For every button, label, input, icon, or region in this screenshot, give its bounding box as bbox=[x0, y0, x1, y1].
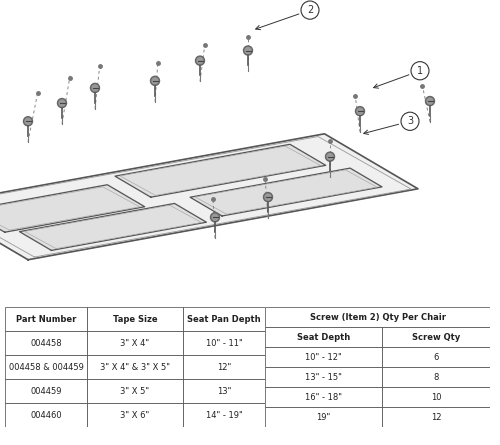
Bar bbox=[265, 327, 382, 347]
Circle shape bbox=[326, 152, 334, 161]
Circle shape bbox=[212, 214, 218, 220]
Bar bbox=[183, 307, 265, 331]
Bar bbox=[382, 407, 490, 427]
Text: 3" X 6": 3" X 6" bbox=[120, 411, 150, 420]
Polygon shape bbox=[190, 168, 382, 216]
Circle shape bbox=[210, 213, 220, 222]
Polygon shape bbox=[0, 134, 418, 260]
Text: 10" - 11": 10" - 11" bbox=[206, 339, 242, 348]
Circle shape bbox=[245, 48, 251, 53]
Circle shape bbox=[59, 100, 65, 106]
Circle shape bbox=[327, 154, 333, 160]
Bar bbox=[87, 307, 183, 331]
Bar bbox=[183, 355, 265, 379]
Text: Tape Size: Tape Size bbox=[112, 315, 158, 324]
Circle shape bbox=[92, 85, 98, 91]
Text: 13": 13" bbox=[217, 387, 231, 396]
Circle shape bbox=[264, 193, 272, 202]
Circle shape bbox=[265, 194, 271, 200]
Text: 3" X 5": 3" X 5" bbox=[120, 387, 150, 396]
Bar bbox=[87, 331, 183, 355]
Bar bbox=[382, 327, 490, 347]
Circle shape bbox=[150, 76, 160, 85]
Text: 004459: 004459 bbox=[30, 387, 62, 396]
Text: 004460: 004460 bbox=[30, 411, 62, 420]
Text: 16" - 18": 16" - 18" bbox=[305, 392, 342, 402]
Polygon shape bbox=[115, 144, 326, 197]
Bar bbox=[87, 403, 183, 427]
Bar bbox=[382, 367, 490, 387]
Text: 2: 2 bbox=[307, 5, 313, 15]
Text: 14" - 19": 14" - 19" bbox=[206, 411, 242, 420]
Circle shape bbox=[244, 46, 252, 55]
Bar bbox=[5, 403, 87, 427]
Polygon shape bbox=[20, 203, 206, 251]
Text: 10" - 12": 10" - 12" bbox=[305, 352, 342, 362]
Text: 19": 19" bbox=[316, 413, 330, 422]
Bar bbox=[87, 355, 183, 379]
Bar bbox=[265, 307, 490, 327]
Bar bbox=[265, 387, 382, 407]
Bar bbox=[87, 379, 183, 403]
Text: 004458 & 004459: 004458 & 004459 bbox=[8, 363, 84, 372]
Bar bbox=[5, 355, 87, 379]
Circle shape bbox=[25, 118, 31, 124]
Circle shape bbox=[197, 57, 203, 64]
Circle shape bbox=[58, 98, 66, 108]
Text: 10: 10 bbox=[431, 392, 442, 402]
Text: Seat Depth: Seat Depth bbox=[297, 332, 350, 342]
Circle shape bbox=[152, 78, 158, 84]
Bar bbox=[382, 387, 490, 407]
Text: 3: 3 bbox=[407, 116, 413, 126]
Text: 3" X 4" & 3" X 5": 3" X 4" & 3" X 5" bbox=[100, 363, 170, 372]
Text: Screw Qty: Screw Qty bbox=[412, 332, 460, 342]
Circle shape bbox=[357, 108, 363, 114]
Bar bbox=[5, 379, 87, 403]
Bar bbox=[265, 407, 382, 427]
Text: 004458: 004458 bbox=[30, 339, 62, 348]
Circle shape bbox=[24, 117, 32, 126]
Text: 3" X 4": 3" X 4" bbox=[120, 339, 150, 348]
Text: Seat Pan Depth: Seat Pan Depth bbox=[187, 315, 261, 324]
Bar bbox=[382, 347, 490, 367]
Text: Screw (Item 2) Qty Per Chair: Screw (Item 2) Qty Per Chair bbox=[310, 312, 446, 322]
Bar bbox=[183, 379, 265, 403]
Text: Part Number: Part Number bbox=[16, 315, 76, 324]
Bar bbox=[5, 307, 87, 331]
Polygon shape bbox=[0, 185, 145, 232]
Text: 12": 12" bbox=[217, 363, 231, 372]
Circle shape bbox=[427, 98, 433, 104]
Text: 13" - 15": 13" - 15" bbox=[305, 372, 342, 382]
Circle shape bbox=[196, 56, 204, 65]
Circle shape bbox=[356, 107, 364, 116]
Bar bbox=[183, 331, 265, 355]
Bar bbox=[265, 367, 382, 387]
Circle shape bbox=[426, 97, 434, 105]
Bar bbox=[265, 347, 382, 367]
Text: 8: 8 bbox=[434, 372, 438, 382]
Bar bbox=[5, 331, 87, 355]
Circle shape bbox=[90, 83, 100, 93]
Text: 12: 12 bbox=[431, 413, 442, 422]
Text: 6: 6 bbox=[434, 352, 438, 362]
Text: 1: 1 bbox=[417, 66, 423, 76]
Bar bbox=[183, 403, 265, 427]
